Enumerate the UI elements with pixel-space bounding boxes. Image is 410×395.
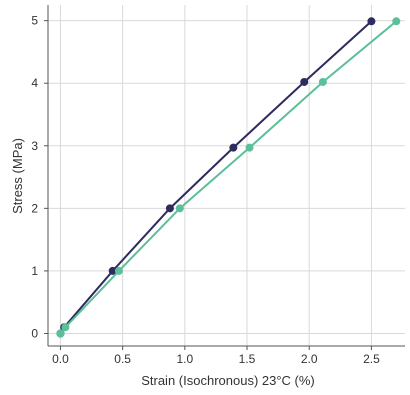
series-2-line [59,20,397,335]
series-2-point [56,329,65,338]
y-tick-label: 3 [31,139,38,153]
x-tick-label: 2.0 [301,352,318,366]
series-2-point [61,323,70,332]
x-axis-title: Strain (Isochronous) 23°C (%) [141,373,315,388]
series-1-point [300,77,309,86]
series-1-point [229,143,238,152]
series [56,17,401,338]
grid [48,5,405,346]
y-tick-label: 0 [31,326,38,340]
y-tick-label: 4 [31,76,38,90]
y-axis-title: Stress (MPa) [10,138,25,214]
x-tick-label: 1.0 [176,352,193,366]
x-tick-label: 1.5 [239,352,256,366]
series-2-point [114,266,123,275]
y-tick-label: 1 [31,264,38,278]
x-tick-label: 0.0 [52,352,69,366]
y-tick-label: 2 [31,201,38,215]
series-1-point [367,17,376,26]
series-2-point [392,17,401,26]
series-2-point [175,204,184,213]
series-2-point [245,143,254,152]
x-tick-label: 2.5 [363,352,380,366]
y-tick-label: 5 [31,14,38,28]
x-tick-label: 0.5 [114,352,131,366]
series-1-point [165,204,174,213]
series-1-point [108,266,117,275]
axes: 0.0 0.5 1.0 1.5 2.0 2.5 0 1 2 3 4 5 [31,5,405,366]
series-2-point [318,77,327,86]
